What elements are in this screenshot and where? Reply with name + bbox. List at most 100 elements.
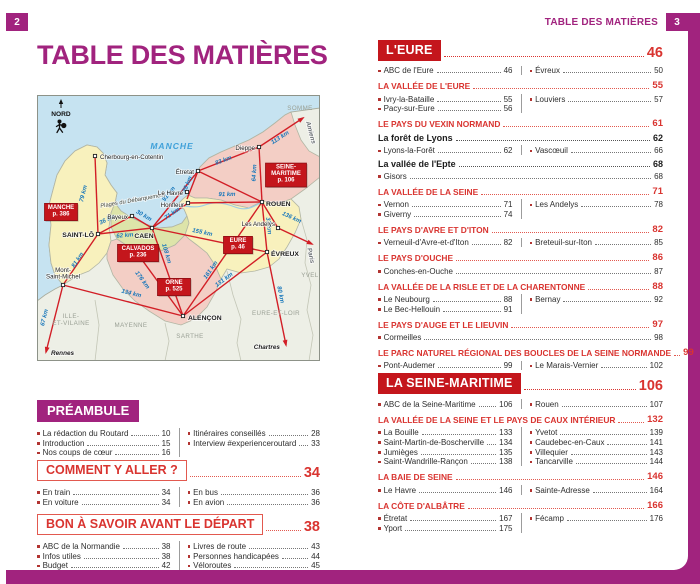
map-town-marker — [275, 225, 281, 231]
map-route-line — [62, 233, 99, 286]
toc-entry-label: Itinéraires conseillés — [193, 428, 266, 438]
toc-entry-label: Verneuil-d'Avre-et-d'Iton — [383, 238, 469, 248]
toc-entry-page: 78 — [654, 200, 663, 210]
toc-entry-page: 34 — [161, 487, 171, 497]
dotted-leader — [581, 206, 652, 208]
dotted-leader — [410, 519, 497, 521]
dotted-leader — [455, 479, 645, 481]
map-region-label: ILLE- — [63, 313, 80, 320]
toc-entry-label: Villequier — [535, 447, 568, 457]
toc-entry-label: Le Marais-Vernier — [535, 361, 599, 371]
bullet-icon — [529, 403, 533, 406]
toc-entry-columns: La Bouille 133 Saint-Martin-de-Boschervill… — [378, 427, 663, 467]
toc-entry-label: Pont-Audemer — [383, 361, 436, 371]
bullet-icon — [378, 98, 381, 101]
bullet-icon — [37, 545, 40, 548]
section-heading-label: La vallée de l'Epte — [378, 159, 456, 170]
map-town-marker — [264, 249, 270, 255]
toc-entry: Gisors 68 — [378, 171, 663, 181]
dotted-leader — [481, 193, 650, 195]
toc-entry-column-left: Ivry-la-Bataille 55 Pacy-sur-Eure 56 — [378, 94, 521, 113]
bullet-icon — [187, 501, 191, 504]
toc-entry: La Bouille 133 — [378, 427, 513, 437]
toc-entry-label: Infos utiles — [42, 551, 81, 561]
map-dept-box-label: p. 46 — [231, 244, 245, 250]
toc-entry-page: 68 — [654, 171, 663, 181]
bullet-icon — [378, 431, 381, 434]
toc-entry-label: En bus — [193, 487, 218, 497]
dotted-leader — [473, 88, 650, 90]
section-heading: LA VALLÉE DE LA RISLE ET DE LA CHARENTON… — [378, 281, 663, 292]
toc-entry-page: 134 — [499, 437, 513, 447]
dotted-leader — [437, 100, 501, 102]
section-page-number: 71 — [652, 185, 663, 197]
toc-entry-page: 143 — [649, 447, 663, 457]
dotted-leader — [227, 503, 309, 505]
dotted-leader — [601, 367, 647, 369]
map-town-label: CAEN — [134, 233, 153, 240]
toc-entry: Les Andelys 78 — [529, 199, 663, 210]
dotted-leader — [432, 300, 501, 302]
map-dept-box-label: SEINE- — [276, 165, 296, 171]
toc-entry-column-left: ABC de l'Eure 46 — [378, 66, 521, 75]
section-heading: LE PARC NATUREL RÉGIONAL DES BOUCLES DE … — [378, 347, 694, 358]
toc-entry: Bernay 92 — [529, 294, 663, 304]
map-town-marker — [129, 213, 135, 219]
toc-entry-label: Nos coups de cœur — [42, 448, 113, 458]
bullet-icon — [378, 364, 381, 368]
dotted-leader — [268, 434, 309, 436]
toc-entry-columns: Le Neubourg 88 Le Bec-Hellouin 91 Bernay 92 — [378, 294, 663, 314]
toc-entry-label: Interview #experienceroutard — [193, 438, 297, 448]
dotted-leader — [588, 288, 650, 290]
toc-entry: Conches-en-Ouche 87 — [378, 266, 663, 276]
dotted-leader — [424, 339, 652, 341]
toc-entry-label: Sainte-Adresse — [535, 485, 590, 495]
map-route-line — [97, 227, 153, 235]
bullet-icon — [187, 432, 191, 435]
bullet-icon — [378, 441, 381, 444]
section-heading-label: LA VALLÉE DE LA RISLE ET DE LA CHARENTON… — [378, 281, 586, 292]
bullet-icon — [378, 517, 381, 520]
section-heading: LA BAIE DE SEINE 146 — [378, 471, 663, 482]
section-heading: LA VALLÉE DE LA SEINE 71 — [378, 186, 663, 197]
dotted-leader — [470, 463, 497, 465]
toc-entry: La rédaction du Routard 10 — [37, 428, 171, 438]
map-dept-box — [223, 235, 253, 254]
toc-entry: Personnes handicapées 44 — [187, 551, 320, 561]
bullet-icon — [378, 460, 381, 464]
subsection-heading: La forêt de Lyons 62 — [378, 133, 663, 143]
section-page-number: 62 — [652, 133, 663, 144]
map-town-marker — [92, 153, 98, 159]
map-sea-label: MANCHE — [150, 141, 193, 151]
dotted-leader — [568, 100, 652, 102]
dotted-leader — [458, 166, 650, 168]
toc-entry: Le Bec-Hellouin 91 — [378, 304, 513, 314]
toc-entry-label: Bernay — [535, 294, 561, 304]
toc-entry-column-left: Vernon 71 Giverny 74 — [378, 199, 521, 219]
map-route-line — [94, 155, 99, 235]
routard-figure-icon — [55, 122, 65, 134]
dotted-leader — [421, 433, 497, 435]
toc-entry-label: ABC de la Seine-Maritime — [383, 399, 476, 409]
section-heading: LA CÔTE D'ALBÂTRE 166 — [378, 500, 663, 511]
toc-entry-label: Évreux — [535, 66, 560, 76]
toc-entry-page: 141 — [649, 437, 663, 447]
map-town-label: Étretat — [176, 169, 195, 176]
toc-entry: En train 34 — [37, 487, 171, 497]
dotted-leader — [503, 126, 650, 128]
toc-entry-column-right: Breteuil-sur-Iton 85 — [520, 237, 663, 248]
dotted-leader — [523, 389, 636, 391]
map-town-label: ROUEN — [266, 201, 291, 208]
map-dept-box — [265, 162, 307, 188]
bullet-icon — [529, 517, 533, 520]
dotted-leader — [420, 453, 497, 455]
map-offmap-city-label: Paris — [305, 247, 315, 264]
section-heading-label: LA VALLÉE DE L'EURE — [378, 81, 471, 92]
toc-entry-label: Vascœuil — [535, 146, 568, 156]
map-route-line — [151, 170, 199, 229]
bullet-icon — [378, 403, 381, 406]
dotted-leader — [122, 547, 159, 549]
toc-entry: Pont-Audemer 99 — [378, 361, 513, 371]
toc-entry-label: Giverny — [383, 210, 412, 220]
